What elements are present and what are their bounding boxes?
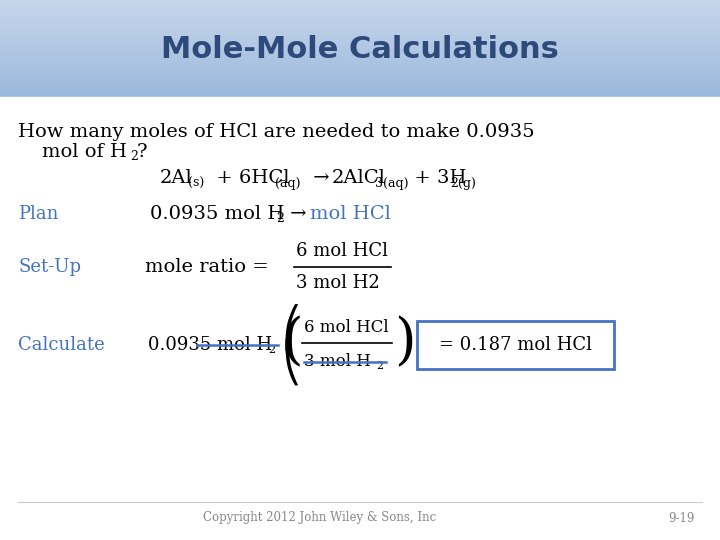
Text: Plan: Plan <box>18 205 58 223</box>
Bar <box>0 70 720 72</box>
Bar <box>0 50 720 52</box>
Bar <box>0 97 720 98</box>
Bar <box>0 62 720 63</box>
Bar <box>0 98 720 100</box>
Text: Mole-Mole Calculations: Mole-Mole Calculations <box>161 36 559 64</box>
Bar <box>0 14 720 15</box>
Bar <box>0 15 720 17</box>
Bar <box>0 90 720 92</box>
Text: How many moles of HCl are needed to make 0.0935: How many moles of HCl are needed to make… <box>18 123 535 141</box>
Text: Copyright 2012 John Wiley & Sons, Inc: Copyright 2012 John Wiley & Sons, Inc <box>203 511 436 524</box>
Bar <box>0 20 720 22</box>
Bar <box>0 63 720 65</box>
Bar <box>0 78 720 80</box>
Bar <box>0 72 720 73</box>
Text: 0.0935 mol H: 0.0935 mol H <box>150 205 284 223</box>
Text: 2AlCl: 2AlCl <box>332 169 386 187</box>
Text: 0.0935 mol H: 0.0935 mol H <box>148 336 272 354</box>
Text: 6 mol HCl: 6 mol HCl <box>296 242 388 260</box>
Bar <box>0 52 720 53</box>
Bar <box>0 5 720 6</box>
Text: 2: 2 <box>268 345 275 355</box>
Bar <box>0 30 720 32</box>
Bar <box>0 89 720 90</box>
Text: (: ( <box>282 316 304 370</box>
Text: Calculate: Calculate <box>18 336 104 354</box>
Text: 3(aq): 3(aq) <box>375 177 408 190</box>
Bar <box>0 83 720 85</box>
Text: →: → <box>307 169 336 187</box>
Bar <box>0 2 720 3</box>
Bar <box>0 42 720 43</box>
Text: ?: ? <box>137 143 148 161</box>
Bar <box>0 60 720 62</box>
Text: mol of H: mol of H <box>42 143 127 161</box>
Bar <box>0 86 720 89</box>
Bar <box>0 80 720 82</box>
Bar <box>0 35 720 37</box>
Bar <box>0 43 720 45</box>
Text: (s): (s) <box>188 177 204 190</box>
Text: 3 mol H2: 3 mol H2 <box>296 274 379 292</box>
Bar <box>0 82 720 83</box>
Text: (aq): (aq) <box>275 177 300 190</box>
Text: 3 mol H: 3 mol H <box>304 354 371 370</box>
Text: 6 mol HCl: 6 mol HCl <box>304 320 389 336</box>
Bar <box>0 0 720 2</box>
Bar <box>0 45 720 46</box>
Text: 2(g): 2(g) <box>450 177 476 190</box>
Bar <box>0 6 720 8</box>
Bar <box>0 10 720 12</box>
Bar <box>0 28 720 30</box>
Text: mole ratio =: mole ratio = <box>145 258 275 276</box>
Bar <box>0 66 720 69</box>
FancyBboxPatch shape <box>417 321 614 369</box>
Bar <box>0 32 720 33</box>
Text: = 0.187 mol HCl: = 0.187 mol HCl <box>439 336 592 354</box>
Text: + 6HCl: + 6HCl <box>210 169 289 187</box>
Bar <box>0 18 720 20</box>
Text: ⎛
⎝: ⎛ ⎝ <box>282 304 302 386</box>
Bar <box>0 25 720 26</box>
Bar <box>0 49 720 50</box>
Bar <box>0 97 720 540</box>
Bar <box>0 37 720 38</box>
Bar <box>0 75 720 77</box>
Text: + 3H: + 3H <box>408 169 467 187</box>
Bar <box>0 69 720 70</box>
Text: 2: 2 <box>276 213 284 226</box>
Bar <box>0 22 720 23</box>
Bar <box>0 8 720 10</box>
Bar <box>0 38 720 40</box>
Bar <box>0 73 720 75</box>
Text: 2Al: 2Al <box>160 169 193 187</box>
Bar <box>0 26 720 28</box>
Bar <box>0 23 720 25</box>
Bar <box>0 17 720 18</box>
Bar <box>0 93 720 95</box>
Bar <box>0 85 720 86</box>
Bar <box>0 40 720 42</box>
Text: →: → <box>284 205 313 223</box>
Text: ): ) <box>394 316 415 370</box>
Bar <box>0 3 720 5</box>
Bar <box>0 65 720 66</box>
Text: Set-Up: Set-Up <box>18 258 81 276</box>
Text: mol HCl: mol HCl <box>310 205 391 223</box>
Bar <box>0 92 720 93</box>
Text: 2: 2 <box>130 150 138 163</box>
Bar <box>0 46 720 49</box>
Bar <box>0 12 720 14</box>
Bar <box>0 55 720 57</box>
Bar <box>0 53 720 55</box>
Bar <box>0 33 720 35</box>
Text: 9-19: 9-19 <box>669 511 695 524</box>
Bar <box>0 58 720 60</box>
Text: 2: 2 <box>376 361 383 371</box>
Bar <box>0 77 720 78</box>
Bar <box>0 95 720 97</box>
Bar <box>0 57 720 58</box>
